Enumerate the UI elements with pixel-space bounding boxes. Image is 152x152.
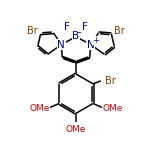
Text: OMe: OMe (66, 126, 86, 135)
Text: Br: Br (114, 26, 125, 36)
Text: B: B (73, 31, 79, 41)
Text: N: N (87, 40, 95, 50)
Text: F: F (64, 22, 70, 32)
Text: −: − (76, 27, 84, 36)
Text: +: + (92, 36, 99, 45)
Text: OMe: OMe (102, 104, 123, 113)
Text: N: N (57, 40, 65, 50)
Text: Br: Br (105, 76, 116, 86)
Text: F: F (82, 22, 88, 32)
Text: OMe: OMe (29, 104, 50, 113)
Text: Br: Br (27, 26, 38, 36)
